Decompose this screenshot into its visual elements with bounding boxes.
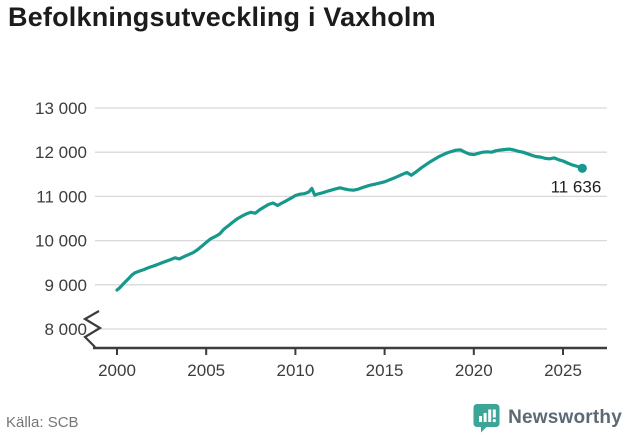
y-tick-label: 9 000 — [44, 276, 87, 295]
population-line — [115, 147, 584, 292]
y-tick-label: 11 000 — [36, 187, 87, 206]
x-tick-label: 2015 — [366, 361, 404, 380]
y-tick-label: 8 000 — [44, 320, 87, 339]
newsworthy-logo: Newsworthy — [473, 403, 622, 433]
source-label: Källa: SCB — [6, 414, 79, 431]
y-tick-label: 13 000 — [35, 99, 87, 118]
x-tick-label: 2005 — [187, 361, 225, 380]
newsworthy-bubble-icon — [473, 404, 500, 433]
logo-exclamation-bar — [492, 409, 496, 418]
y-tick-label: 10 000 — [35, 232, 87, 251]
x-tick-label: 2025 — [544, 361, 582, 380]
x-tick-label: 2000 — [98, 361, 136, 380]
end-value-label: 11 636 — [551, 177, 602, 196]
x-tick-label: 2010 — [276, 361, 314, 380]
y-tick-label: 12 000 — [35, 143, 87, 162]
axis-break-zigzag — [82, 310, 103, 348]
logo-bar-tall — [488, 409, 492, 422]
x-tick-label: 2020 — [455, 361, 493, 380]
logo-bar-small — [479, 416, 483, 422]
logo-bar-medium — [483, 413, 487, 422]
end-marker — [577, 163, 587, 173]
brand-name: Newsworthy — [508, 407, 622, 428]
logo-exclamation-dot — [492, 419, 496, 423]
chart-title: Befolkningsutveckling i Vaxholm — [8, 2, 436, 32]
